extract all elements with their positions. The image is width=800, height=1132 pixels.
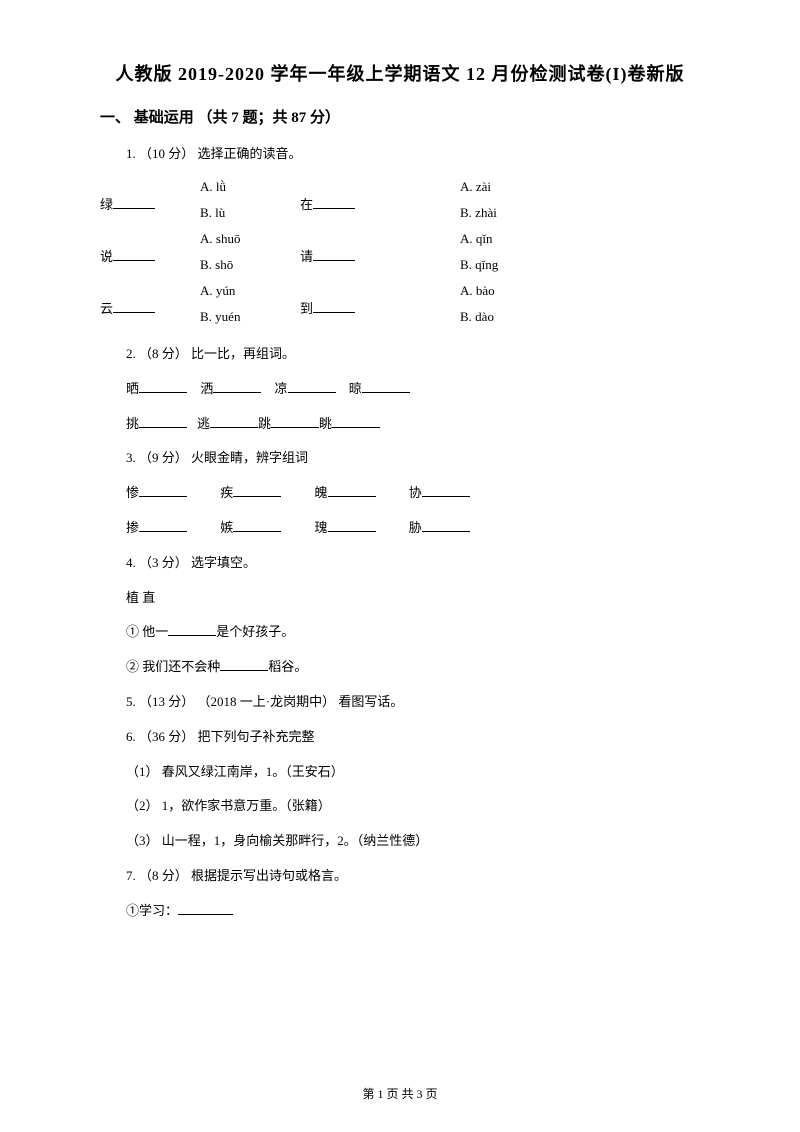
q7-s1-text: ①学习： <box>126 903 178 918</box>
q3-intro: 3. （9 分） 火眼金睛，辨字组词 <box>100 448 700 469</box>
q1-opt-a: A. lǜ <box>160 174 300 200</box>
blank[interactable] <box>313 248 355 261</box>
q1-char2-text: 请 <box>300 249 313 264</box>
q1-opt-b: B. shō <box>160 252 300 278</box>
q1-char: 云 <box>100 292 160 317</box>
blank[interactable] <box>113 300 155 313</box>
blank[interactable] <box>220 658 268 671</box>
q2-w: 挑 <box>126 416 139 431</box>
q2-w: 晒 <box>126 381 139 396</box>
q7-intro: 7. （8 分） 根据提示写出诗句或格言。 <box>100 866 700 887</box>
q1-opt-b2: B. zhài <box>420 200 560 226</box>
blank[interactable] <box>178 902 233 915</box>
blank[interactable] <box>233 484 281 497</box>
q1-char2: 到 <box>300 292 420 317</box>
q6-s3: （3） 山一程，1，身向榆关那畔行，2。（纳兰性德） <box>100 831 700 852</box>
blank[interactable] <box>213 380 261 393</box>
q5-intro: 5. （13 分） （2018 一上·龙岗期中） 看图写话。 <box>100 692 700 713</box>
q2-w: 晾 <box>349 381 362 396</box>
blank[interactable] <box>288 380 336 393</box>
q1-char-text: 云 <box>100 301 113 316</box>
q1-opt-b2: B. dào <box>420 304 560 330</box>
q3-w: 嫉 <box>220 520 233 535</box>
blank[interactable] <box>139 484 187 497</box>
blank[interactable] <box>362 380 410 393</box>
q3-w: 惨 <box>126 485 139 500</box>
q6-s2: （2） 1，欲作家书意万重。（张籍） <box>100 796 700 817</box>
q4-item1-post: 是个好孩子。 <box>216 624 294 639</box>
q2-w: 跳 <box>258 416 271 431</box>
q2-w: 洒 <box>200 381 213 396</box>
blank[interactable] <box>328 519 376 532</box>
blank[interactable] <box>271 415 319 428</box>
blank[interactable] <box>139 380 187 393</box>
q1-char2-text: 到 <box>300 301 313 316</box>
q4-chars: 植 直 <box>100 588 700 609</box>
q1-char2: 请 <box>300 240 420 265</box>
q6-s1: （1） 春风又绿江南岸，1。（王安石） <box>100 762 700 783</box>
q1-grid: 绿 A. lǜ 在 A. zài B. lù B. zhài 说 A. shuō… <box>100 174 700 330</box>
q1-opt-a: A. yún <box>160 278 300 304</box>
q2-w: 眺 <box>319 416 332 431</box>
blank[interactable] <box>332 415 380 428</box>
q1-char2: 在 <box>300 188 420 213</box>
q3-line1: 惨 疾 魄 协 <box>100 483 700 504</box>
q3-w: 胁 <box>409 520 422 535</box>
q7-s1: ①学习： <box>100 901 700 922</box>
q4-item2: ② 我们还不会种 稻谷。 <box>100 657 700 678</box>
q3-w: 魄 <box>315 485 328 500</box>
q4-item2-pre: ② 我们还不会种 <box>126 659 220 674</box>
blank[interactable] <box>422 484 470 497</box>
q1-char-text: 说 <box>100 249 113 264</box>
q2-line1: 晒 洒 凉 晾 <box>100 379 700 400</box>
q3-w: 疾 <box>220 485 233 500</box>
q1-char-text: 绿 <box>100 197 113 212</box>
q1-opt-a2: A. zài <box>420 174 560 200</box>
q2-intro: 2. （8 分） 比一比，再组词。 <box>100 344 700 365</box>
q4-intro: 4. （3 分） 选字填空。 <box>100 553 700 574</box>
blank[interactable] <box>168 623 216 636</box>
blank[interactable] <box>210 415 258 428</box>
q3-w: 协 <box>409 485 422 500</box>
section-header: 一、 基础运用 （共 7 题；共 87 分） <box>100 106 700 127</box>
blank[interactable] <box>113 248 155 261</box>
q1-intro: 1. （10 分） 选择正确的读音。 <box>100 143 700 162</box>
blank[interactable] <box>139 519 187 532</box>
q3-w: 掺 <box>126 520 139 535</box>
q4-item1: ① 他一 是个好孩子。 <box>100 622 700 643</box>
q1-char: 说 <box>100 240 160 265</box>
q1-char2-text: 在 <box>300 197 313 212</box>
q4-item2-post: 稻谷。 <box>268 659 307 674</box>
blank[interactable] <box>139 415 187 428</box>
blank[interactable] <box>422 519 470 532</box>
blank[interactable] <box>313 196 355 209</box>
q1-char: 绿 <box>100 188 160 213</box>
q6-intro: 6. （36 分） 把下列句子补充完整 <box>100 727 700 748</box>
q1-opt-b: B. yuén <box>160 304 300 330</box>
q2-w: 逃 <box>197 416 210 431</box>
q1-opt-b2: B. qǐng <box>420 252 560 278</box>
page-footer: 第 1 页 共 3 页 <box>0 1085 800 1102</box>
q3-line2: 掺 嫉 瑰 胁 <box>100 518 700 539</box>
blank[interactable] <box>328 484 376 497</box>
q3-w: 瑰 <box>315 520 328 535</box>
blank[interactable] <box>113 196 155 209</box>
blank[interactable] <box>313 300 355 313</box>
q1-opt-a: A. shuō <box>160 226 300 252</box>
blank[interactable] <box>233 519 281 532</box>
q1-opt-a2: A. bào <box>420 278 560 304</box>
q1-opt-b: B. lù <box>160 200 300 226</box>
q2-w: 凉 <box>275 381 288 396</box>
page-title: 人教版 2019-2020 学年一年级上学期语文 12 月份检测试卷(I)卷新版 <box>100 60 700 86</box>
q2-line2: 挑逃跳眺 <box>100 414 700 435</box>
q4-item1-pre: ① 他一 <box>126 624 168 639</box>
q1-opt-a2: A. qǐn <box>420 226 560 252</box>
